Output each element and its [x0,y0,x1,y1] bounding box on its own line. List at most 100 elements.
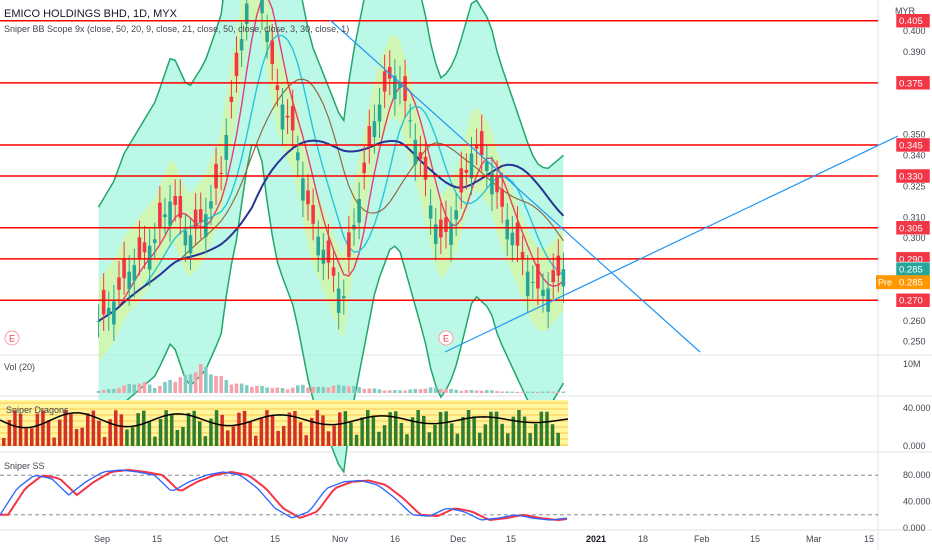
volume-bar [449,388,453,393]
volume-bar [418,389,423,393]
dragons-bar [438,411,443,446]
time-tick-label: Nov [332,534,349,544]
volume-bar [229,384,234,393]
candle-body [403,76,407,101]
dragons-bar [539,411,544,446]
price-tag-label: 0.405 [899,16,923,27]
price-tick-label: 0.260 [903,316,926,326]
candle-body [485,161,489,172]
volume-bar [117,388,121,393]
volume-bar [173,381,177,393]
candle-body [280,104,285,130]
candle-body [367,126,372,148]
volume-bar [439,389,443,393]
indicator-legend: Sniper BB Scope 9x (close, 50, 20, 9, cl… [4,24,350,34]
dragons-bar [534,423,538,446]
dragons-bar [276,430,280,446]
time-tick-label: 2021 [586,534,606,544]
candle-body [229,96,234,103]
volume-bar [352,385,356,393]
dragons-bar [41,410,45,446]
candle-body [331,267,336,276]
volume-bar [168,379,172,393]
dragons-bar [315,410,320,446]
volume-bar [96,390,101,393]
volume-bar [362,388,366,393]
candle-body [122,258,126,279]
volume-bar [306,387,310,393]
time-tick-label: 15 [750,534,760,544]
dragons-bar [24,428,28,446]
dragons-bar [483,424,488,446]
dragons-bar [58,419,62,446]
volume-bar [377,389,382,393]
volume-bar [163,381,167,393]
dragons-bar [119,414,124,446]
price-tag-label: 0.270 [899,296,923,307]
volume-bar [525,391,530,393]
candle-body [158,202,162,228]
volume-bar [413,388,418,393]
dragons-bar [186,412,191,446]
volume-bar [428,387,433,393]
ss-axis-mid: 40.000 [903,497,931,507]
dragons-bar [360,417,364,446]
candle-body [551,270,556,283]
price-tag-label: 0.290 [899,254,923,265]
candle-body [178,196,183,218]
candle-body [152,239,157,243]
dragons-bar [298,422,303,446]
pre-market-label: Pre [878,278,892,288]
dragons-bar [214,410,219,446]
dragons-bar [321,415,325,446]
candle-body [127,271,131,290]
time-tick-label: Mar [806,534,822,544]
candle-body [244,3,249,24]
volume-bar [326,387,331,393]
bollinger-inner-band [98,0,564,363]
volume-bar [372,388,377,393]
dragons-bar [97,420,101,446]
dragons-bar [478,432,482,446]
dragons-bar [125,429,129,446]
volume-bar [101,389,106,393]
dragons-bar [427,432,432,446]
time-tick-label: Dec [450,534,467,544]
volume-bar [224,379,229,393]
price-tick-label: 0.400 [903,26,926,36]
dragons-bar [237,412,241,446]
dragons-bar [450,423,454,446]
volume-bar [280,388,285,393]
price-tick-label: 0.310 [903,212,926,222]
dragons-bar [517,410,521,446]
dragons-bar [545,411,549,446]
volume-bar [551,391,556,393]
dragons-bar [164,410,168,446]
dragons-bar [455,433,460,446]
dragons-bar [63,410,68,446]
dragons-bar [550,424,555,446]
candle-body [362,162,366,174]
price-tag-label: 0.375 [899,78,923,89]
dragons-bar [338,412,342,446]
volume-bar [510,391,515,393]
volume-bar [132,384,137,393]
candle-body [464,169,469,173]
candle-body [515,222,520,246]
volume-bar [178,377,183,393]
volume-bar [474,390,479,393]
candle-body [239,39,244,51]
candle-body [387,66,392,79]
candle-body [418,152,423,160]
volume-bar [106,388,111,393]
volume-bar [142,382,147,393]
candle-body [270,40,275,65]
volume-bar [122,385,126,393]
price-tag [895,75,931,91]
ss-pane-title: Sniper SS [4,461,45,471]
dragons-bar [181,426,185,446]
dragons-line [0,412,569,429]
candle-body [536,263,540,289]
dragons-bar [74,429,79,446]
dragons-bar [494,411,499,446]
